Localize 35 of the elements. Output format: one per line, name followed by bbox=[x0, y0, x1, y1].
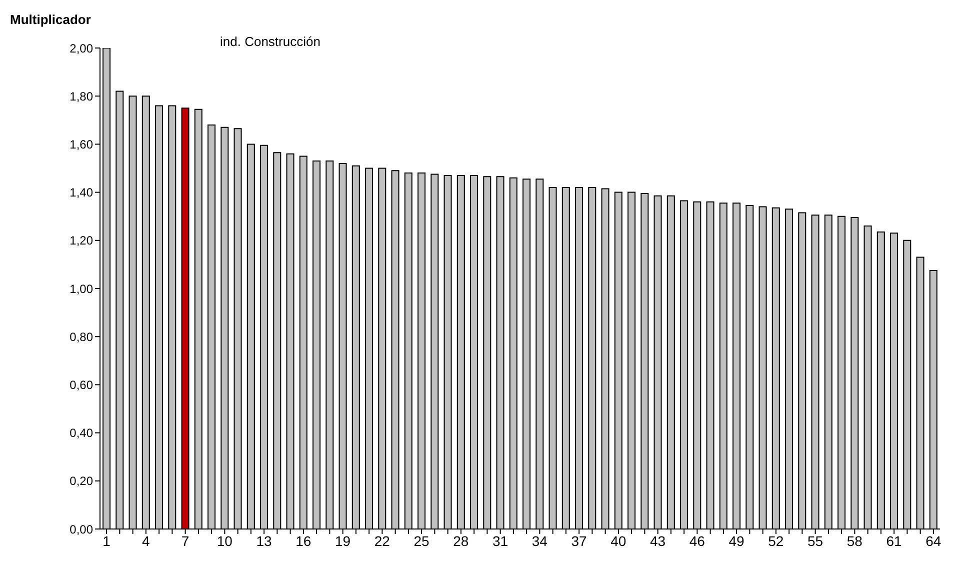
x-tick-label: 4 bbox=[142, 532, 150, 549]
x-tick-label: 64 bbox=[926, 532, 942, 549]
x-tick-label: 46 bbox=[689, 532, 706, 549]
x-tick-label: 55 bbox=[808, 532, 824, 549]
y-tick-label: 0,80 bbox=[70, 330, 94, 344]
y-tick-label: 1,40 bbox=[70, 186, 94, 200]
x-tick-label: 16 bbox=[296, 532, 312, 549]
x-tick-label: 1 bbox=[102, 532, 111, 549]
x-tick-label: 25 bbox=[414, 532, 430, 549]
y-tick-label: 0,20 bbox=[70, 474, 94, 488]
x-tick-label: 52 bbox=[768, 532, 784, 549]
x-tick-label: 37 bbox=[571, 532, 588, 549]
y-tick-label: 0,60 bbox=[70, 378, 94, 392]
x-tick-label: 58 bbox=[846, 532, 863, 549]
x-tick-label: 31 bbox=[492, 532, 508, 549]
x-tick-label: 61 bbox=[886, 532, 902, 549]
x-tick-label: 7 bbox=[181, 532, 190, 549]
x-tick-label: 49 bbox=[728, 532, 745, 549]
x-tick-label: 19 bbox=[335, 532, 351, 549]
x-tick-label: 13 bbox=[256, 532, 272, 549]
y-tick-label: 0,00 bbox=[70, 522, 94, 536]
x-tick-label: 28 bbox=[453, 532, 469, 549]
x-tick-label: 40 bbox=[610, 532, 626, 549]
y-tick-label: 1,80 bbox=[70, 89, 94, 104]
y-tick-label: 1,00 bbox=[70, 282, 94, 296]
y-tick-label: 1,60 bbox=[70, 137, 94, 152]
x-tick-label: 43 bbox=[650, 532, 666, 549]
y-axis-title: Multiplicador bbox=[10, 12, 91, 27]
annotation: ind. Construcción bbox=[220, 34, 320, 49]
x-tick-label: 34 bbox=[532, 532, 548, 549]
y-tick-label: 1,20 bbox=[70, 234, 94, 248]
y-tick-label: 0,40 bbox=[70, 426, 94, 440]
x-tick-label: 22 bbox=[374, 532, 390, 549]
x-tick-label: 10 bbox=[216, 532, 233, 549]
y-tick-label: 2,00 bbox=[70, 41, 94, 56]
